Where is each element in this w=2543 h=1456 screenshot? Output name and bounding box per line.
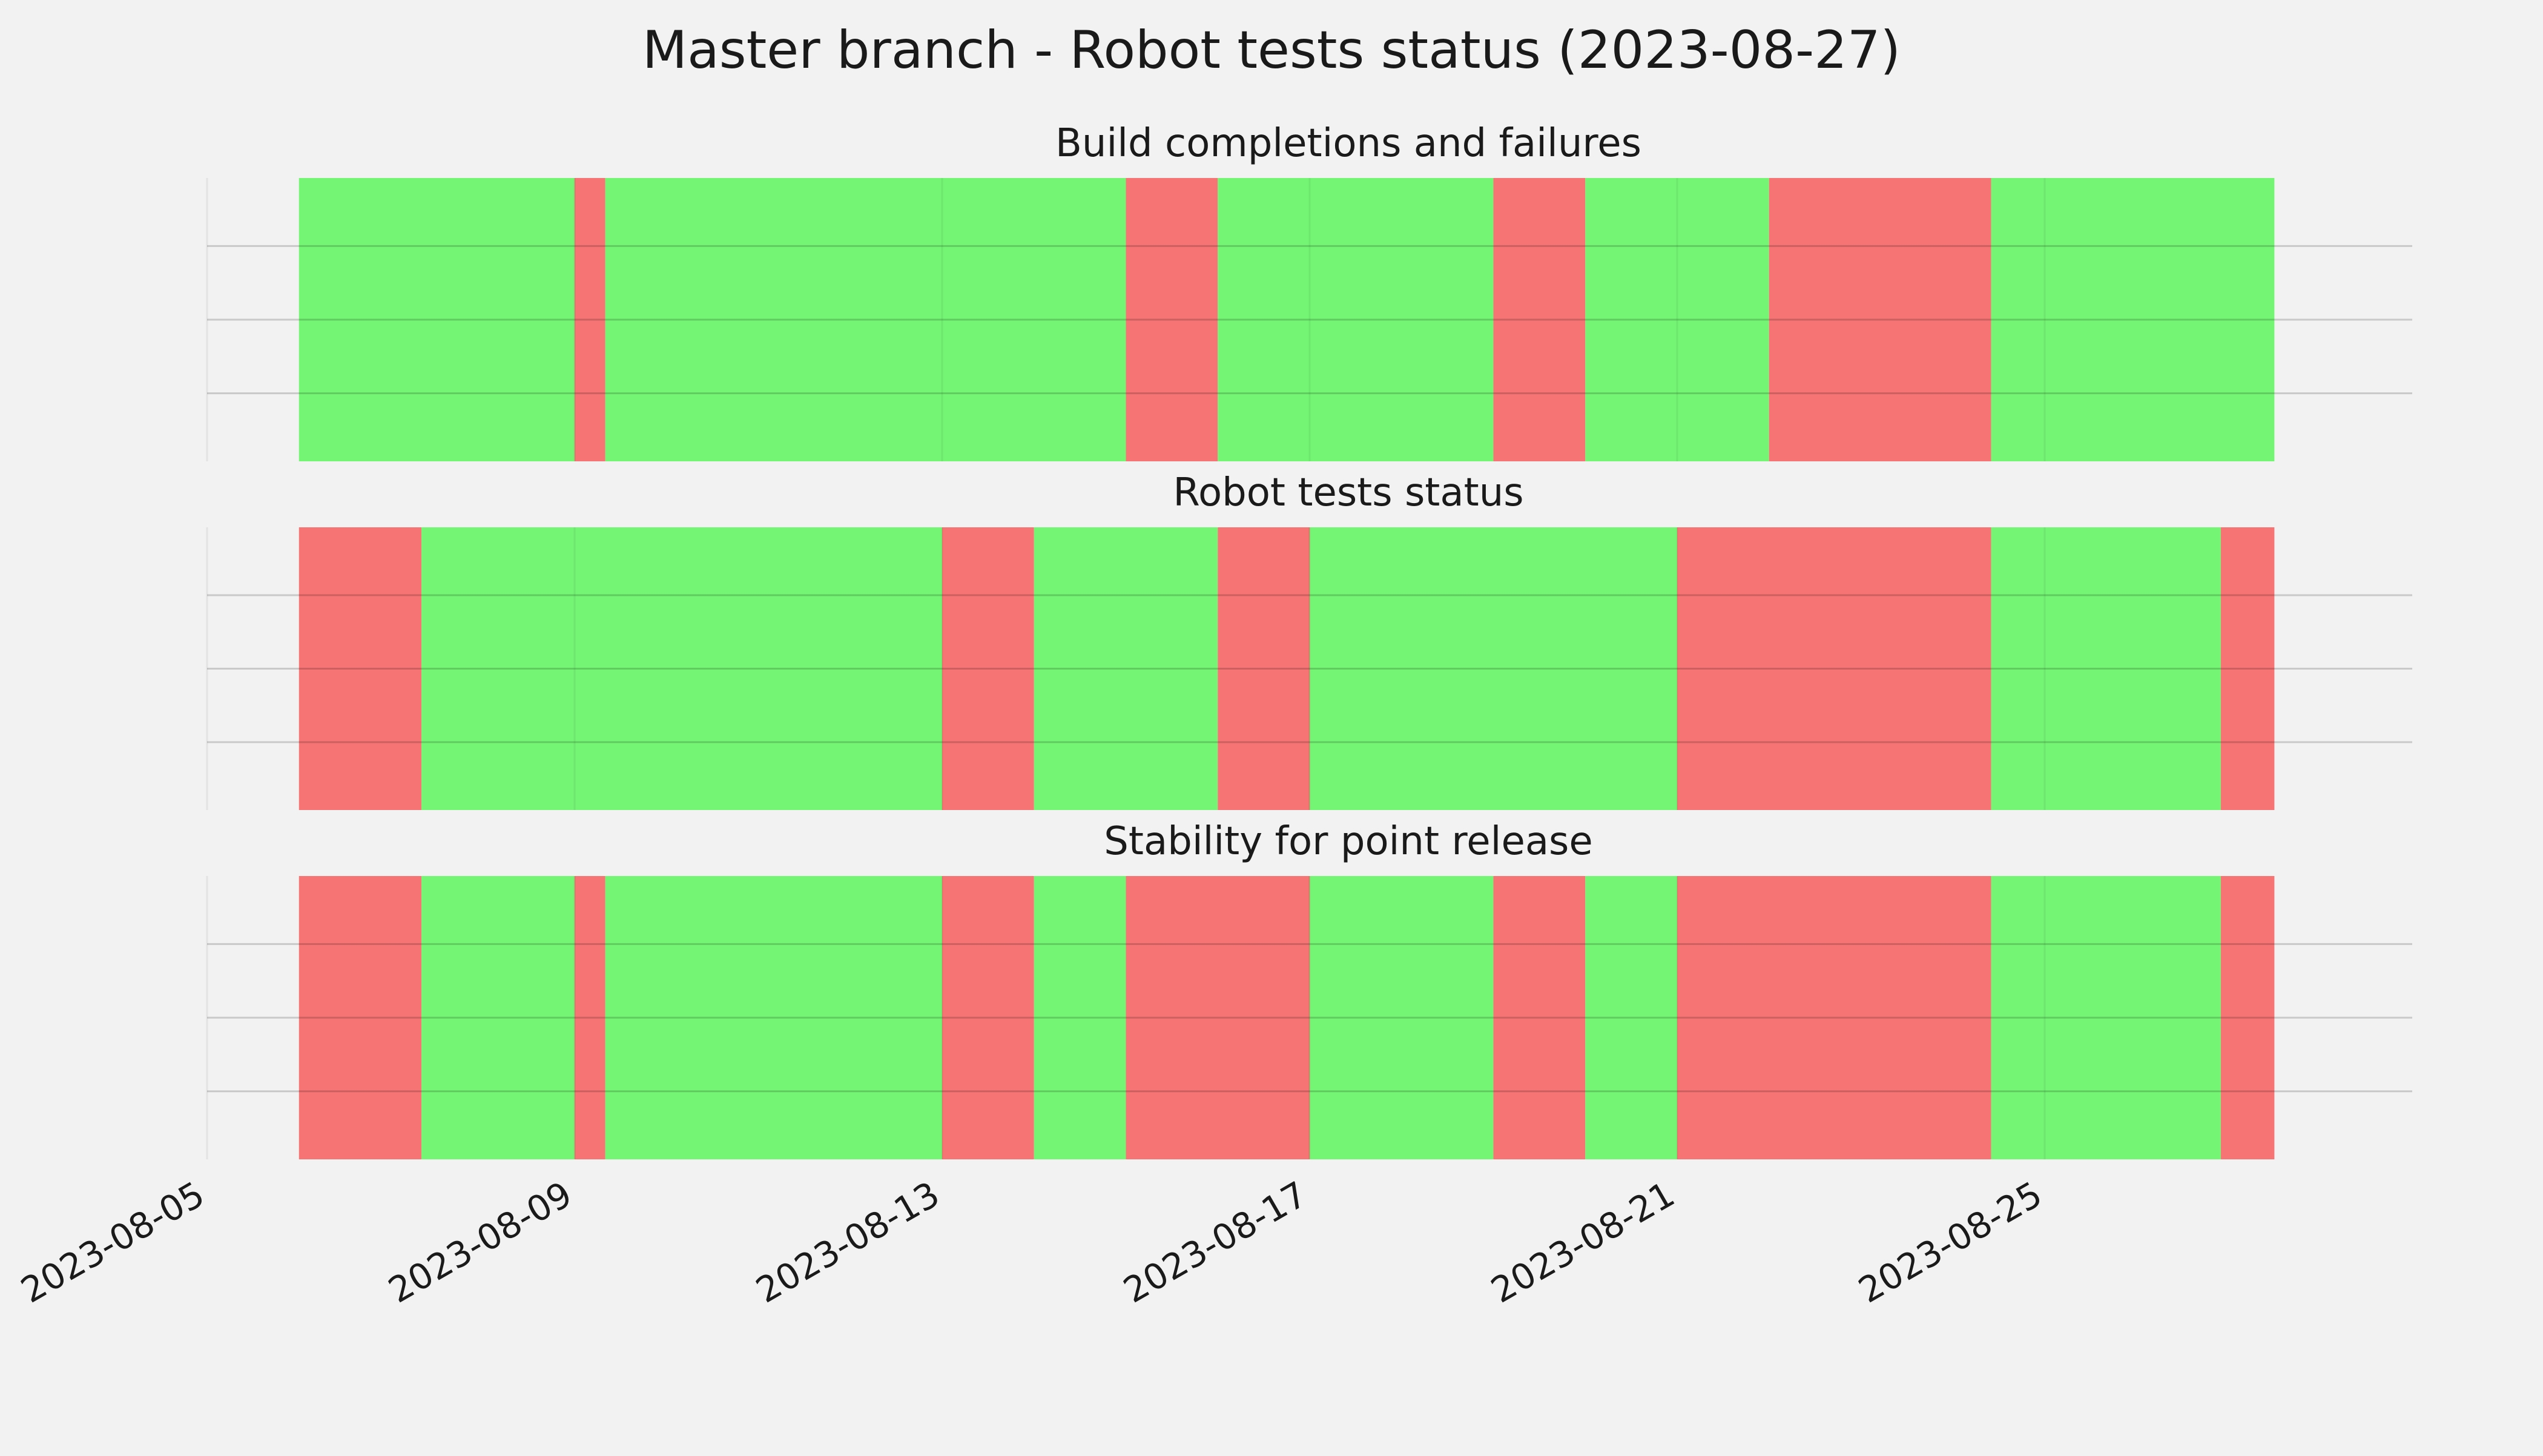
status-segment-fail	[1677, 876, 1991, 1159]
status-segment-pass	[1585, 876, 1677, 1159]
status-segment-fail	[1493, 178, 1586, 461]
status-segment-pass	[1991, 178, 2275, 461]
status-segment-fail	[2220, 876, 2275, 1159]
status-segment-fail	[942, 876, 1034, 1159]
status-segment-fail	[298, 527, 422, 810]
status-segment-fail	[575, 876, 605, 1159]
panel-1: Build completions and failures	[206, 121, 2412, 461]
status-segment-pass	[605, 178, 1126, 461]
status-segment-fail	[1218, 527, 1310, 810]
status-segment-pass	[605, 876, 942, 1159]
status-segment-pass	[298, 178, 575, 461]
status-segment-pass	[1991, 527, 2221, 810]
status-segment-fail	[298, 876, 422, 1159]
panel-title: Build completions and failures	[1055, 121, 1641, 166]
status-segment-pass	[421, 876, 575, 1159]
x-tick-label: 2023-08-05	[14, 1173, 211, 1311]
status-segment-pass	[421, 527, 942, 810]
status-segment-pass	[1034, 876, 1126, 1159]
status-segment-fail	[1677, 527, 1991, 810]
panel-3: Stability for point release	[206, 819, 2412, 1159]
status-segment-fail	[942, 527, 1034, 810]
status-segment-fail	[1769, 178, 1991, 461]
status-segment-fail	[575, 178, 605, 461]
panel-title: Stability for point release	[1104, 819, 1593, 864]
panel-2: Robot tests status	[206, 470, 2412, 810]
status-segment-fail	[1126, 876, 1310, 1159]
status-segment-pass	[1310, 527, 1677, 810]
x-tick-label: 2023-08-13	[749, 1173, 946, 1311]
x-axis-ticks: 2023-08-05 2023-08-09 2023-08-13 2023-08-17…	[14, 1173, 2049, 1311]
status-segment-fail	[2220, 527, 2275, 810]
status-segment-pass	[1218, 178, 1494, 461]
x-tick-label: 2023-08-09	[381, 1173, 579, 1311]
status-segment-pass	[1585, 178, 1769, 461]
status-segment-pass	[1310, 876, 1494, 1159]
chart-panels: Build completions and failures Robot test…	[206, 121, 2412, 1159]
status-segment-fail	[1493, 876, 1586, 1159]
x-tick-label: 2023-08-17	[1116, 1173, 1314, 1311]
panel-title: Robot tests status	[1173, 470, 1523, 515]
status-segment-pass	[1034, 527, 1218, 810]
chart-title: Master branch - Robot tests status (2023…	[642, 20, 1901, 81]
status-segment-pass	[1991, 876, 2221, 1159]
status-segment-fail	[1126, 178, 1218, 461]
x-tick-label: 2023-08-21	[1484, 1173, 1681, 1311]
x-tick-label: 2023-08-25	[1852, 1173, 2049, 1311]
